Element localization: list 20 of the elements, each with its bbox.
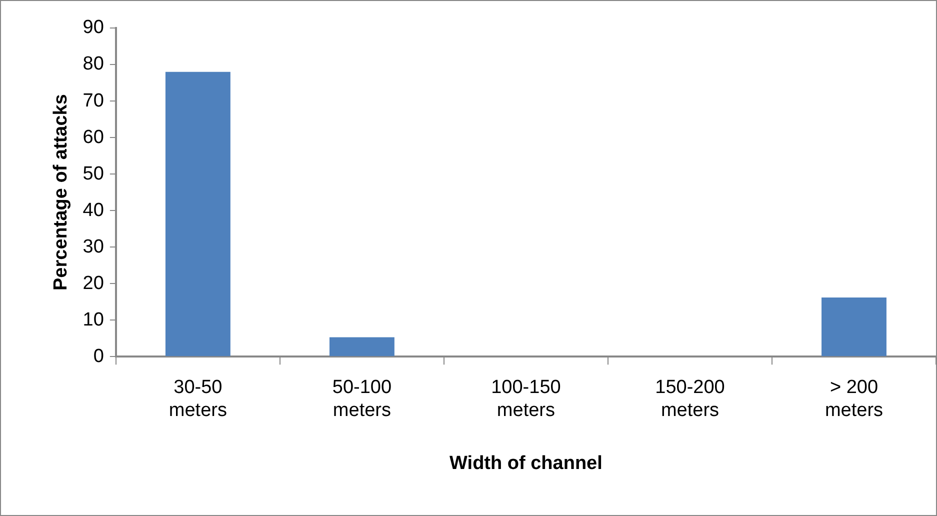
bar — [165, 72, 230, 356]
y-tick-label: 80 — [82, 54, 104, 75]
y-tick-label: 20 — [82, 272, 104, 294]
y-tick-label: 50 — [82, 163, 104, 184]
x-tick-label: 150-200 meters — [655, 377, 725, 422]
y-axis-title: Percentage of attacks — [50, 94, 72, 291]
x-tick-label: 100-150 meters — [491, 377, 561, 422]
y-tick-label: 90 — [82, 17, 104, 38]
y-tick-label: 0 — [93, 346, 104, 367]
y-tick-label: 70 — [82, 90, 104, 112]
y-tick-label: 60 — [82, 126, 104, 148]
bar — [329, 337, 394, 356]
bar — [822, 297, 886, 356]
y-tick-label: 40 — [82, 200, 104, 221]
x-tick-label: 30-50 meters — [168, 377, 227, 422]
x-tick-label: > 200 meters — [824, 377, 884, 422]
x-tick-label: 50-100 meters — [332, 377, 392, 422]
x-axis-title: Width of channel — [450, 452, 602, 474]
y-tick-label: 10 — [82, 309, 104, 330]
y-tick-label: 30 — [82, 236, 104, 258]
